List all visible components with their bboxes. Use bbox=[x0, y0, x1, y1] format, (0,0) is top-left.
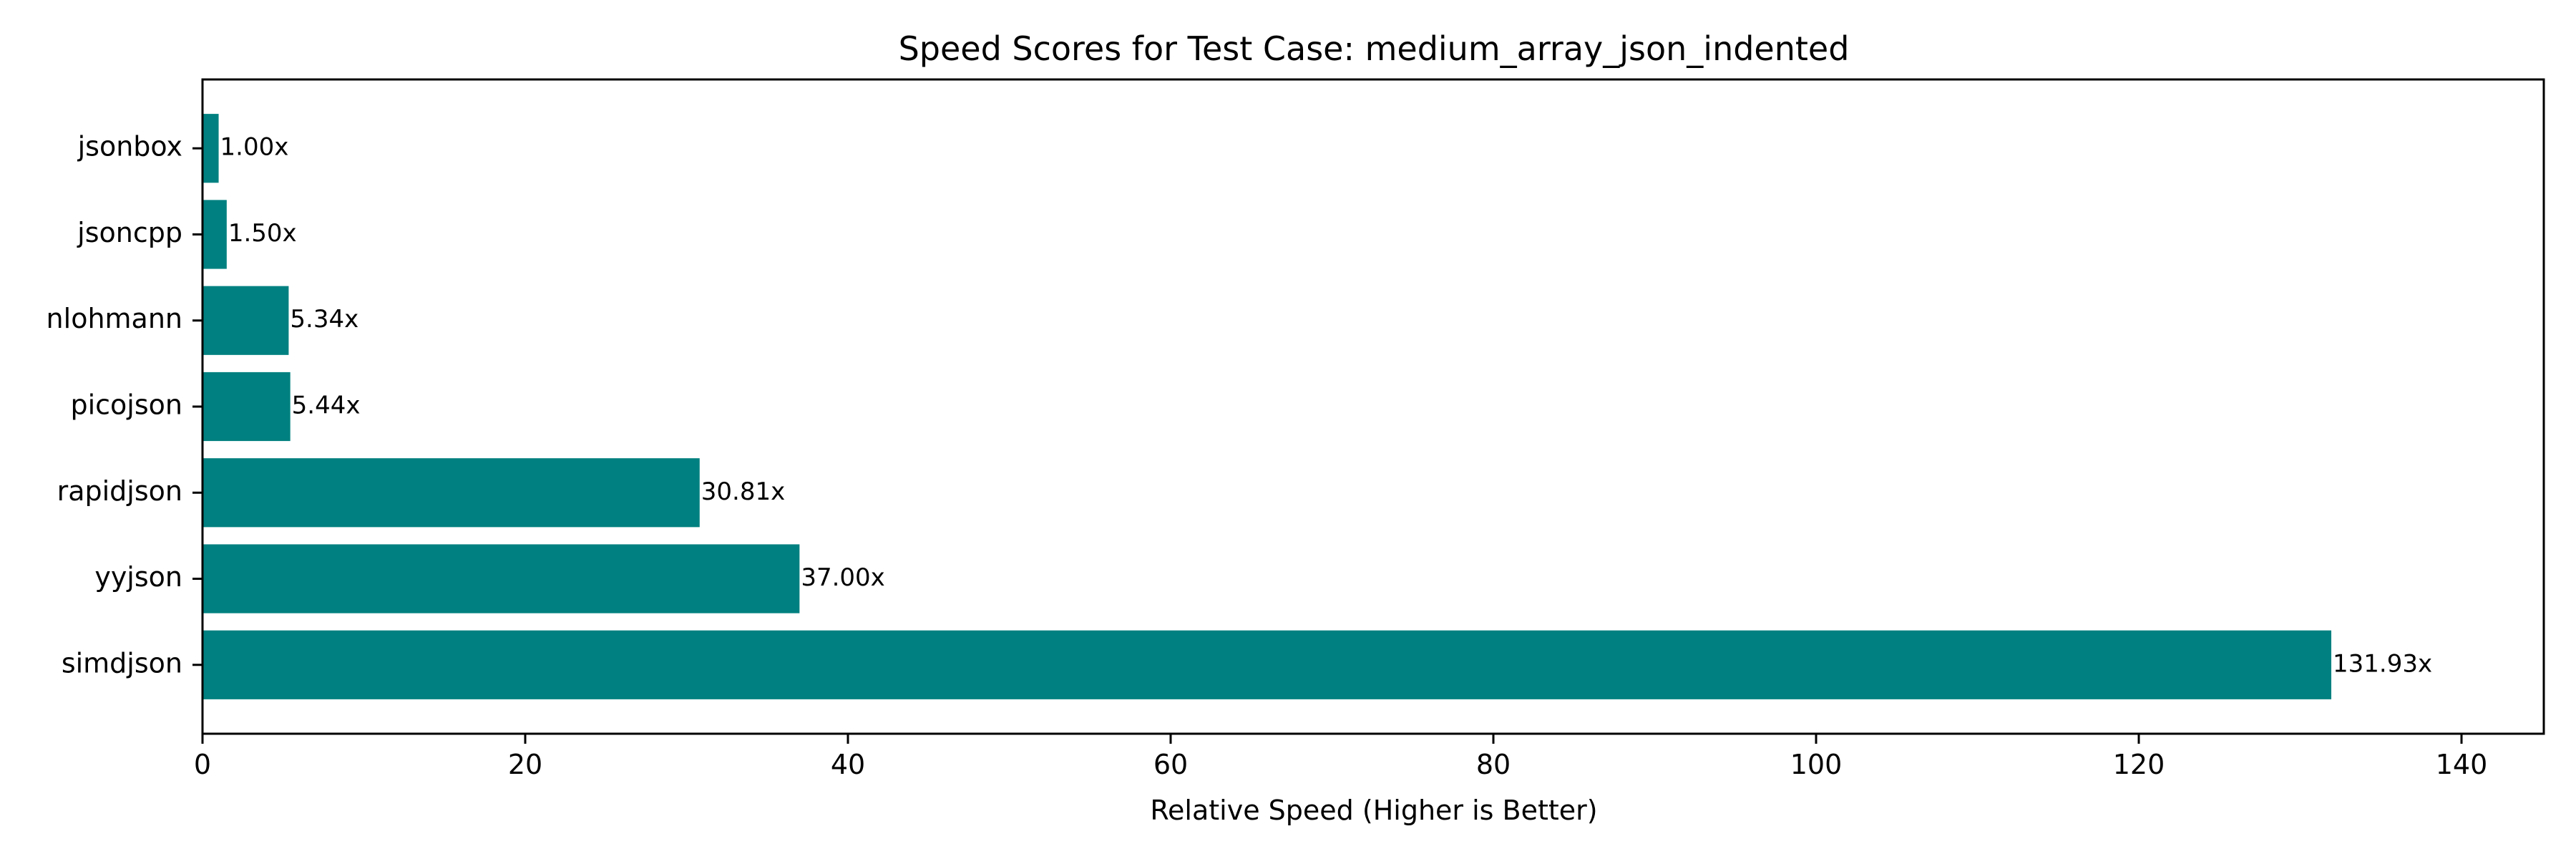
bar-nlohmann bbox=[203, 286, 289, 355]
chart-title: Speed Scores for Test Case: medium_array… bbox=[899, 29, 1850, 68]
y-tick-label-jsonbox: jsonbox bbox=[77, 131, 182, 162]
data-label-nlohmann: 5.34x bbox=[290, 305, 358, 334]
x-tick-label-0: 0 bbox=[194, 749, 211, 780]
data-label-rapidjson: 30.81x bbox=[701, 477, 785, 506]
y-tick-label-simdjson: simdjson bbox=[62, 647, 182, 679]
data-label-picojson: 5.44x bbox=[292, 392, 361, 420]
bar-jsoncpp bbox=[203, 200, 227, 269]
bars-layer bbox=[203, 114, 2332, 699]
bar-simdjson bbox=[203, 630, 2332, 699]
x-tick-label-20: 20 bbox=[508, 749, 542, 780]
bar-picojson bbox=[203, 372, 291, 442]
bar-rapidjson bbox=[203, 458, 700, 528]
y-tick-label-picojson: picojson bbox=[70, 389, 182, 421]
y-tick-label-rapidjson: rapidjson bbox=[57, 475, 182, 507]
x-axis-label: Relative Speed (Higher is Better) bbox=[1150, 795, 1597, 826]
data-label-yyjson: 37.00x bbox=[801, 563, 884, 592]
y-tick-label-jsoncpp: jsoncpp bbox=[77, 217, 182, 248]
data-label-jsoncpp: 1.50x bbox=[228, 219, 297, 248]
x-tick-label-140: 140 bbox=[2436, 749, 2488, 780]
x-tick-label-100: 100 bbox=[1790, 749, 1843, 780]
y-tick-label-nlohmann: nlohmann bbox=[47, 303, 182, 334]
x-axis: 0 20 40 60 80 100 120 140 bbox=[194, 734, 2487, 780]
y-tick-label-yyjson: yyjson bbox=[94, 561, 182, 593]
bar-jsonbox bbox=[203, 114, 219, 183]
x-tick-label-60: 60 bbox=[1153, 749, 1188, 780]
data-label-simdjson: 131.93x bbox=[2333, 649, 2432, 678]
x-tick-label-40: 40 bbox=[831, 749, 865, 780]
y-axis: jsonbox jsoncpp nlohmann picojson rapidjson y… bbox=[47, 131, 203, 679]
plot-frame bbox=[201, 78, 2545, 735]
bar-yyjson bbox=[203, 544, 800, 613]
x-tick-label-120: 120 bbox=[2113, 749, 2165, 780]
data-labels-layer: 1.00x 1.50x 5.34x 5.44x 30.81x 37.00x 131.93x bbox=[220, 133, 2433, 679]
x-tick-label-80: 80 bbox=[1476, 749, 1511, 780]
data-label-jsonbox: 1.00x bbox=[220, 133, 289, 162]
